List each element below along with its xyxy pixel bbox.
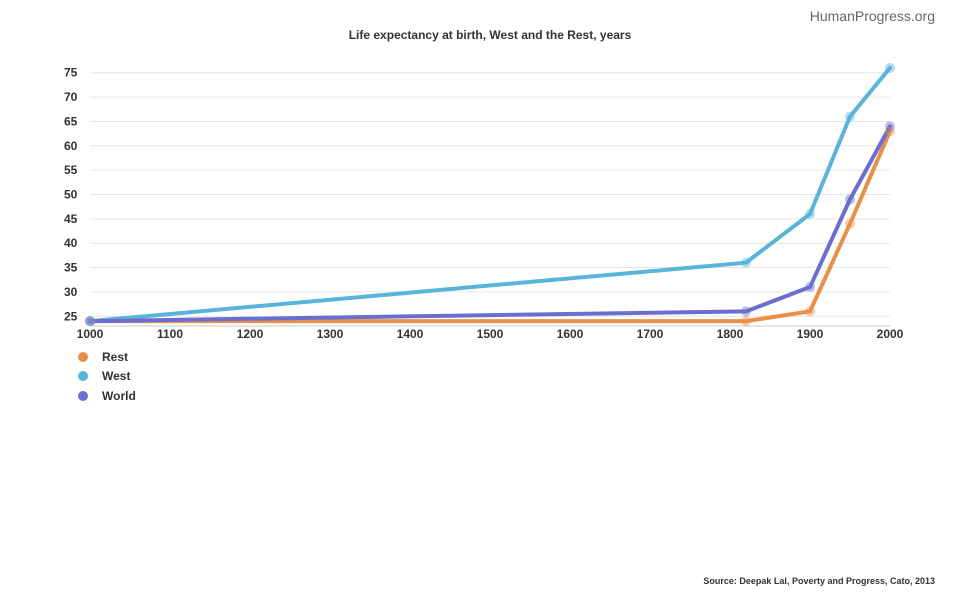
data-point-world — [885, 121, 895, 132]
data-point-world — [845, 194, 855, 205]
x-tick-label: 1400 — [397, 327, 424, 341]
data-point-world — [805, 282, 815, 293]
series-line-rest — [88, 129, 892, 324]
legend-item-west[interactable]: West — [78, 367, 136, 387]
x-tick-label: 1700 — [637, 327, 664, 341]
y-tick-label: 45 — [64, 212, 78, 226]
data-point-rest — [85, 316, 95, 327]
series-lines — [88, 65, 892, 324]
y-tick-label: 30 — [64, 285, 78, 299]
data-point-rest — [805, 306, 815, 317]
legend-item-rest[interactable]: Rest — [78, 347, 136, 367]
data-point-rest — [741, 316, 751, 327]
y-tick-label: 25 — [64, 309, 78, 323]
legend-marker-west — [78, 371, 88, 382]
legend-label: Rest — [102, 349, 129, 364]
x-tick-label: 1200 — [237, 327, 264, 341]
legend-marker-rest — [78, 351, 88, 362]
legend: Rest West World — [78, 347, 136, 406]
y-tick-label: 35 — [64, 261, 78, 275]
x-tick-label: 1100 — [157, 327, 183, 341]
data-point-world — [85, 316, 95, 327]
data-point-rest — [885, 126, 895, 137]
y-tick-label: 70 — [64, 90, 78, 104]
legend-label: World — [102, 388, 136, 403]
series-line-west — [88, 65, 892, 324]
gridlines — [90, 72, 890, 327]
x-tick-label: 1800 — [717, 327, 744, 341]
legend-item-world[interactable]: World — [78, 386, 136, 406]
x-tick-label: 1300 — [317, 327, 344, 341]
source-note: Source: Deepak Lal, Poverty and Progress… — [703, 576, 935, 586]
data-point-west — [845, 111, 855, 122]
series-line-world — [88, 124, 892, 324]
data-point-west — [805, 208, 815, 219]
legend-marker-world — [78, 390, 88, 401]
y-tick-label: 75 — [64, 66, 78, 80]
x-tick-label: 2000 — [877, 327, 904, 341]
x-tick-label: 1900 — [797, 327, 824, 341]
y-axis-ticks: 25 30 35 40 45 50 55 60 65 70 75 — [64, 66, 78, 324]
chart-title: Life expectancy at birth, West and the R… — [348, 28, 632, 42]
data-point-west — [85, 316, 95, 327]
x-tick-label: 1500 — [477, 327, 504, 341]
y-tick-label: 65 — [64, 114, 78, 128]
data-point-world — [741, 306, 751, 317]
series-points — [85, 62, 895, 327]
y-tick-label: 55 — [64, 163, 78, 177]
y-tick-label: 60 — [64, 139, 78, 153]
legend-label: West — [102, 369, 131, 384]
x-tick-label: 1600 — [557, 327, 584, 341]
data-point-west — [741, 257, 751, 268]
y-tick-label: 40 — [64, 236, 78, 250]
x-axis-ticks: 1000 1100 1200 1300 1400 1500 1600 1700 1800 1900… — [77, 327, 904, 341]
data-point-rest — [845, 218, 855, 229]
y-tick-label: 50 — [64, 188, 78, 202]
data-point-west — [885, 62, 895, 73]
brand-label: HumanProgress.org — [809, 8, 935, 24]
x-tick-label: 1000 — [77, 327, 104, 341]
